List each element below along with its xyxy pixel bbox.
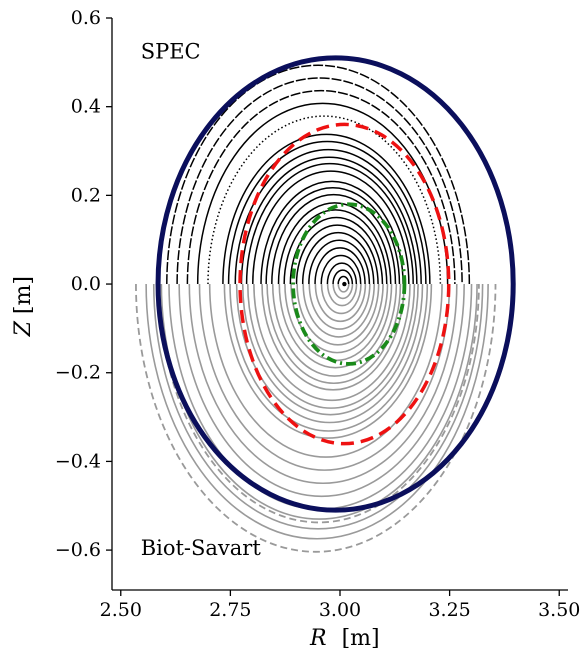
biot-savart-surface (326, 284, 358, 307)
biot-savart-label: Biot-Savart (141, 536, 262, 560)
y-tick-label: 0.6 (71, 7, 101, 29)
spec-surface (314, 247, 366, 285)
spec-surface (234, 148, 422, 285)
y-tick-label: −0.4 (55, 450, 101, 472)
flux-surfaces (135, 55, 516, 553)
spec-surface (326, 262, 358, 285)
biot-savart-surface (246, 284, 416, 409)
biot-savart-surface (188, 284, 458, 485)
spec-surface (245, 163, 414, 285)
biot-savart-surface (302, 284, 376, 338)
spec-surface (240, 156, 418, 285)
x-axis-unit: [m] (342, 626, 380, 651)
spec-surface (332, 269, 354, 285)
axes: 2.50 2.75 3.00 3.25 3.50 −0.6 −0.4 −0.2 0.0 0.2 0.… (55, 7, 581, 621)
x-tick-label: 2.75 (209, 599, 251, 621)
spec-surface (176, 77, 463, 285)
y-tick-label: −0.6 (55, 539, 101, 561)
biot-savart-surface (241, 284, 419, 416)
y-axis-variable: Z (11, 320, 36, 337)
x-axis-label: R [m] (309, 626, 380, 651)
x-tick-label: 3.50 (538, 599, 580, 621)
spec-surface (271, 194, 397, 285)
spec-surface (308, 239, 371, 285)
red-dashed-surface (238, 122, 451, 446)
biot-savart-surface (253, 284, 411, 402)
magnetic-axis-point (342, 281, 347, 287)
spec-surface (227, 141, 427, 285)
x-tick-label: 3.00 (319, 599, 361, 621)
biot-savart-dashed-surface (135, 284, 497, 553)
y-axis-label: Z [m] (11, 276, 36, 337)
biot-savart-surface (278, 284, 393, 369)
biot-savart-surface (296, 284, 380, 346)
biot-savart-surface (271, 284, 398, 377)
y-tick-label: 0.4 (71, 96, 101, 118)
spec-surface (222, 133, 431, 285)
y-tick-label: 0.0 (71, 273, 101, 295)
spec-surface (265, 187, 401, 285)
biot-savart-surface (320, 284, 362, 315)
spec-surface (166, 64, 471, 285)
biot-savart-surface (152, 284, 484, 530)
green-dashdot-surface (291, 202, 407, 366)
y-axis-unit: [m] (11, 276, 36, 314)
spec-surface (283, 209, 388, 285)
biot-savart-surface (208, 284, 443, 458)
biot-savart-surface (235, 284, 424, 424)
spec-surface (277, 202, 392, 285)
y-tick-label: −0.2 (55, 362, 101, 384)
spec-surface (207, 115, 442, 285)
biot-savart-surface (261, 284, 405, 391)
biot-savart-surface (308, 284, 371, 330)
spec-surface (320, 254, 362, 285)
spec-surface (301, 232, 375, 285)
biot-savart-surface (337, 283, 350, 293)
spec-label: SPEC (141, 39, 201, 63)
y-tick-label: 0.2 (71, 184, 101, 206)
spec-surface (337, 275, 350, 285)
biot-savart-surface (145, 284, 489, 540)
biot-savart-surface (332, 284, 354, 300)
biot-savart-surface (229, 284, 429, 432)
biot-savart-surface (178, 284, 465, 498)
biot-savart-surface (314, 284, 367, 323)
x-tick-label: 2.50 (100, 599, 142, 621)
spec-surface (252, 170, 410, 285)
biot-savart-surface (223, 284, 433, 439)
spec-surface (186, 89, 456, 285)
x-axis-variable: R (309, 626, 327, 651)
plasma-boundary (155, 55, 516, 513)
spec-surface (295, 224, 379, 285)
biot-savart-dashed-surface (157, 284, 480, 524)
biot-savart-surface (198, 284, 451, 471)
x-tick-label: 3.25 (428, 599, 470, 621)
